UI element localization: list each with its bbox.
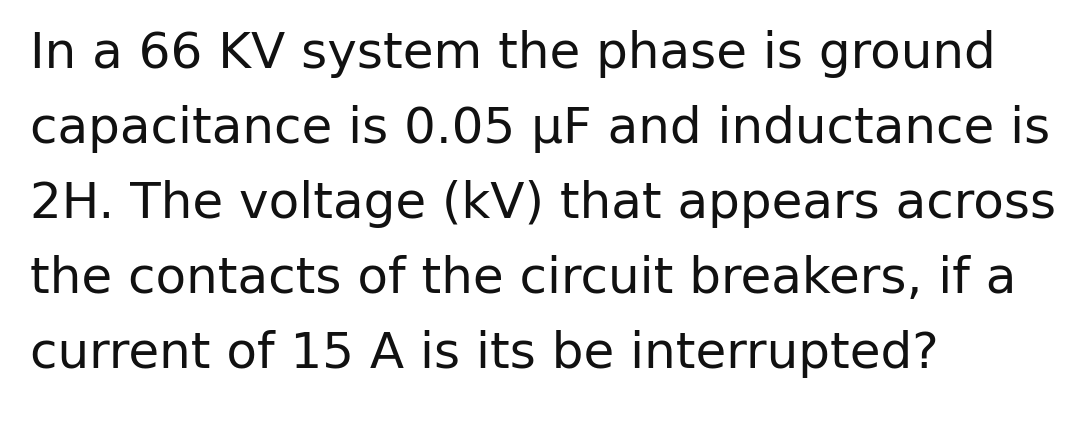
Text: capacitance is 0.05 μF and inductance is: capacitance is 0.05 μF and inductance is [30, 105, 1051, 153]
Text: 2H. The voltage (kV) that appears across: 2H. The voltage (kV) that appears across [30, 180, 1056, 228]
Text: current of 15 A is its be interrupted?: current of 15 A is its be interrupted? [30, 330, 939, 378]
Text: the contacts of the circuit breakers, if a: the contacts of the circuit breakers, if… [30, 255, 1016, 303]
Text: In a 66 KV system the phase is ground: In a 66 KV system the phase is ground [30, 30, 996, 78]
